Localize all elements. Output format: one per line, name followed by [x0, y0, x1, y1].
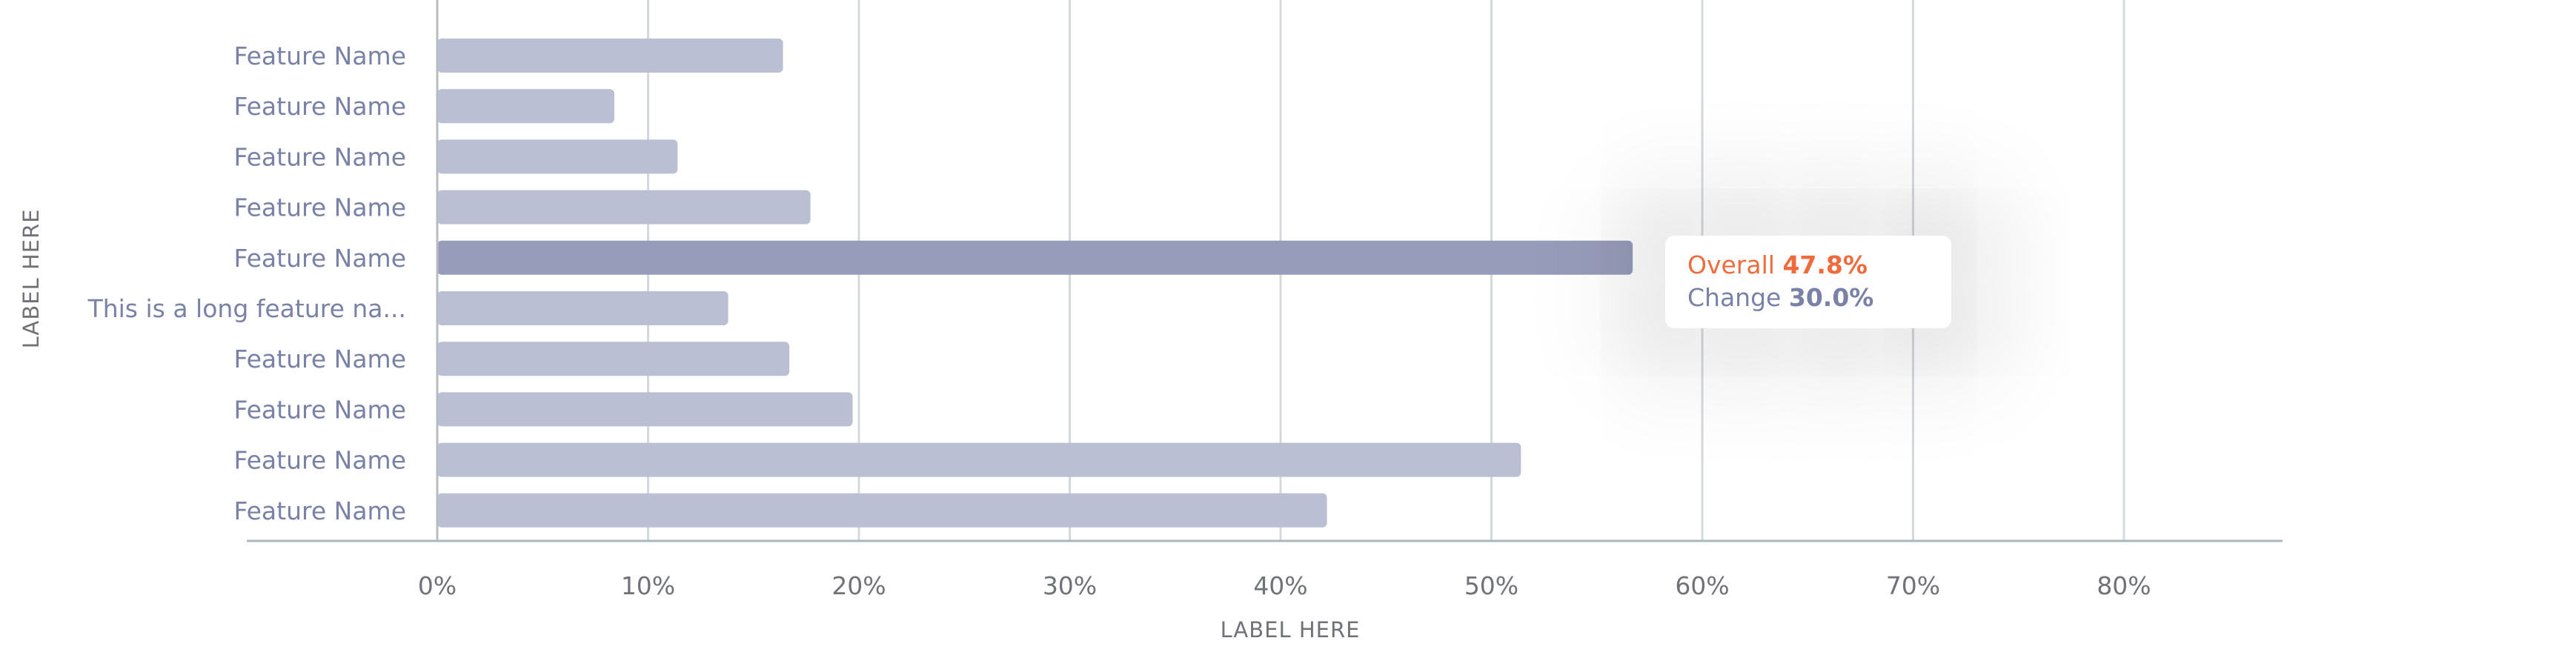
category-label: Feature Name: [233, 193, 406, 222]
tooltip-change-row: Change 30.0%: [1687, 282, 1951, 314]
bar[interactable]: [437, 392, 853, 427]
category-labels: Feature Name Feature Name Feature Name Feat…: [87, 41, 406, 525]
bar[interactable]: [437, 139, 678, 174]
x-tick-label: 10%: [621, 571, 675, 600]
bar[interactable]: [437, 493, 1327, 528]
y-axis-title: LABEL HERE: [19, 209, 44, 349]
bar[interactable]: [437, 89, 614, 124]
bar[interactable]: [437, 291, 728, 325]
category-label: Feature Name: [233, 142, 406, 171]
tooltip-overall-row: Overall 47.8%: [1687, 249, 1951, 282]
x-tick-label: 40%: [1253, 571, 1307, 600]
x-tick-label: 20%: [831, 571, 886, 600]
bars: [437, 39, 1633, 528]
category-label: Feature Name: [233, 345, 406, 373]
bar[interactable]: [437, 442, 1521, 477]
bar[interactable]: [437, 39, 783, 73]
bar-tooltip: Overall 47.8% Change 30.0%: [1665, 236, 1951, 328]
x-tick-label: 60%: [1675, 571, 1729, 600]
tooltip-change-label: Change: [1687, 283, 1782, 312]
x-tick-label: 0%: [418, 571, 457, 600]
category-label: This is a long feature na...: [87, 294, 406, 323]
x-axis-title: LABEL HERE: [1221, 617, 1361, 642]
tooltip-change-value: 30.0%: [1788, 283, 1874, 312]
x-tick-label: 80%: [2097, 571, 2151, 600]
bar[interactable]: [437, 240, 1633, 275]
tooltip-overall-label: Overall: [1687, 250, 1775, 279]
bar[interactable]: [437, 342, 790, 376]
x-tick-label: 30%: [1043, 571, 1097, 600]
category-label: Feature Name: [233, 41, 406, 70]
category-label: Feature Name: [233, 395, 406, 424]
x-tick-label: 50%: [1464, 571, 1518, 600]
bar[interactable]: [437, 190, 811, 225]
category-label: Feature Name: [233, 244, 406, 273]
category-label: Feature Name: [233, 496, 406, 525]
category-label: Feature Name: [233, 92, 406, 121]
category-label: Feature Name: [233, 446, 406, 475]
x-tick-label: 70%: [1886, 571, 1940, 600]
tooltip-overall-value: 47.8%: [1782, 250, 1868, 279]
x-tick-labels: 0% 10% 20% 30% 40% 50% 60% 70% 80%: [418, 571, 2151, 600]
